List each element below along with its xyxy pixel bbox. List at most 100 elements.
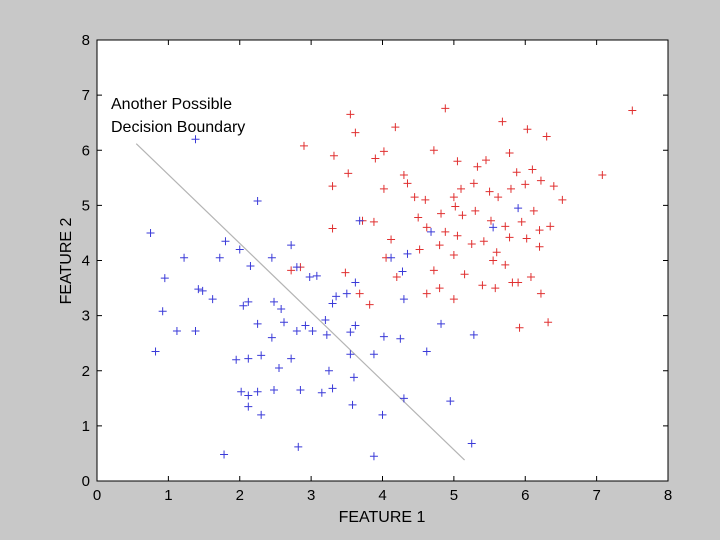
data-point-series-1-80 [449,295,458,304]
data-point-series-1-64 [449,250,458,259]
data-point-series-2-47 [275,363,284,372]
data-point-series-1-14 [473,162,482,171]
data-point-series-2-30 [191,327,200,336]
data-point-series-1-77 [355,289,364,298]
data-point-series-1-32 [506,184,515,193]
data-point-series-1-50 [369,217,378,226]
data-point-series-1-60 [328,224,337,233]
x-tick-label-7: 7 [592,487,600,504]
data-point-series-1-39 [437,209,446,218]
data-point-series-2-68 [294,442,303,451]
data-point-series-1-44 [501,222,510,231]
data-point-series-2-11 [292,263,301,272]
data-point-series-1-72 [460,270,469,279]
data-point-series-1-70 [392,273,401,282]
x-tick-label-0: 0 [93,487,101,504]
data-point-series-2-48 [287,354,296,363]
x-tick-label-2: 2 [236,487,244,504]
data-point-series-1-20 [344,169,353,178]
data-point-series-2-60 [349,373,358,382]
data-point-series-2-5 [180,253,189,262]
data-point-series-1-13 [453,157,462,166]
data-point-series-1-54 [467,239,476,248]
data-point-series-1-51 [422,223,431,232]
data-point-series-1-85 [515,323,524,332]
data-point-series-1-15 [481,156,490,165]
data-point-series-1-28 [457,184,466,193]
data-point-series-2-21 [244,297,253,306]
data-point-series-2-58 [317,388,326,397]
data-point-series-1-74 [287,266,296,275]
data-point-series-1-62 [415,245,424,254]
data-point-series-1-19 [329,151,338,160]
data-point-series-1-68 [526,273,535,282]
decision-boundary-line [135,143,465,461]
data-point-series-2-42 [469,330,478,339]
data-point-series-2-8 [246,262,255,271]
x-tick-label-5: 5 [450,487,458,504]
data-point-series-2-29 [172,327,181,336]
data-point-series-2-70 [467,439,476,448]
data-point-series-2-35 [301,321,310,330]
data-point-series-1-35 [549,182,558,191]
x-tick-label-6: 6 [521,487,529,504]
data-point-series-2-76 [514,204,523,213]
data-point-series-2-78 [321,316,330,325]
data-point-series-1-73 [478,281,487,290]
data-point-series-2-18 [198,286,207,295]
x-tick-label-4: 4 [378,487,386,504]
y-tick-label-7: 7 [82,87,90,104]
data-point-series-1-16 [505,149,514,158]
axis-ticks-layer: 0 1 2 3 4 5 6 7 8 0 1 2 3 4 5 6 7 8 [82,32,673,504]
data-point-series-2-10 [287,241,296,250]
data-point-series-1-26 [421,195,430,204]
data-point-series-2-72 [403,249,412,258]
data-point-series-2-16 [160,274,169,283]
data-point-series-2-22 [270,297,279,306]
data-point-series-2-45 [244,354,253,363]
data-point-series-1-5 [498,117,507,126]
data-point-series-1-17 [512,168,521,177]
data-point-series-2-65 [378,410,387,419]
data-point-series-1-23 [399,171,408,180]
data-point-series-2-13 [312,271,321,280]
data-point-series-2-64 [348,400,357,409]
data-point-series-2-71 [355,216,364,225]
data-point-series-1-82 [508,278,517,287]
data-point-series-1-52 [441,227,450,236]
annotation-line-2: Decision Boundary [111,119,245,136]
x-tick-label-8: 8 [664,487,672,504]
data-point-series-2-34 [292,327,301,336]
data-point-series-2-27 [399,295,408,304]
data-point-series-2-37 [322,330,331,339]
data-point-series-2-17 [194,285,203,294]
data-point-series-2-25 [332,292,341,301]
data-point-series-2-38 [346,328,355,337]
y-tick-label-6: 6 [82,142,90,159]
data-point-series-2-3 [146,228,155,237]
data-point-series-1-30 [485,187,494,196]
data-point-series-1-27 [449,193,458,202]
data-point-series-1-57 [505,233,514,242]
data-point-series-2-63 [257,410,266,419]
data-point-series-2-66 [446,397,455,406]
data-point-series-1-33 [521,180,530,189]
data-point-series-1-25 [410,193,419,202]
data-point-series-2-44 [232,355,241,364]
data-point-series-2-41 [437,319,446,328]
data-point-series-2-26 [342,289,351,298]
data-point-series-2-55 [253,387,262,396]
data-point-series-1-2 [351,128,360,137]
data-point-series-1-45 [517,217,526,226]
data-point-series-2-50 [346,350,355,359]
data-point-series-2-15 [387,253,396,262]
data-point-series-2-31 [253,319,262,328]
data-point-series-1-21 [328,182,337,191]
data-point-series-2-74 [427,227,436,236]
y-tick-label-2: 2 [82,363,90,380]
data-point-series-1-9 [299,141,308,150]
data-point-series-2-6 [215,253,224,262]
data-point-series-1-59 [535,242,544,251]
x-tick-label-1: 1 [164,487,172,504]
